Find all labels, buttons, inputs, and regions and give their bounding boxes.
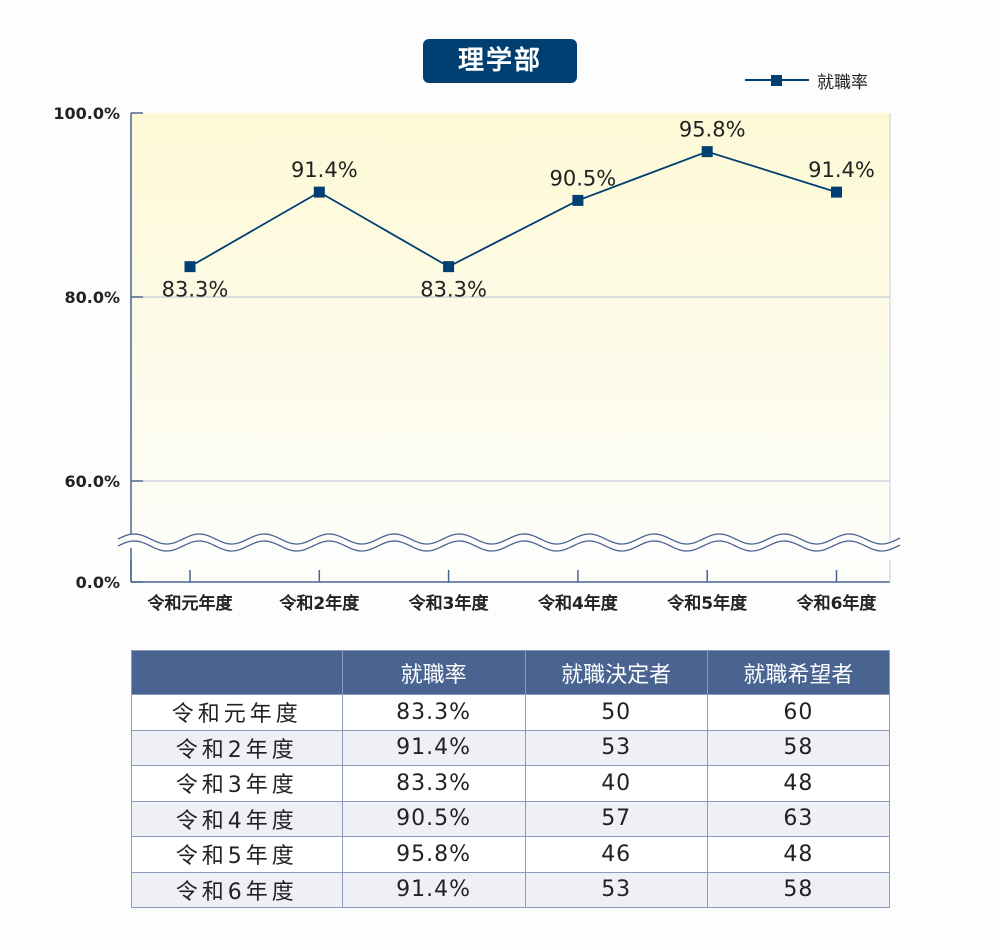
table-cell: 83.3% [341, 694, 526, 731]
column-header [131, 650, 343, 695]
table-cell: 令和4年度 [131, 800, 343, 837]
series-line [189, 150, 837, 268]
table-cell: 令和5年度 [131, 836, 343, 873]
x-tick-label: 令和2年度 [279, 593, 360, 614]
table-cell: 63 [706, 800, 891, 837]
legend: 就職率 [745, 68, 868, 93]
table-cell: 91.4% [341, 729, 526, 766]
table-cell: 令和3年度 [131, 765, 343, 802]
table-cell: 令和元年度 [131, 694, 343, 731]
table-cell: 83.3% [341, 765, 526, 802]
table-cell: 58 [706, 729, 891, 766]
y-tick-label: 80.0% [64, 288, 120, 307]
table-cell: 53 [524, 871, 708, 908]
data-label: 83.3% [162, 278, 229, 302]
legend-label: 就職率 [817, 72, 868, 93]
y-tick-label: 60.0% [64, 472, 120, 491]
data-point [443, 261, 455, 273]
x-tick-label: 令和6年度 [797, 593, 878, 614]
table-cell: 50 [524, 694, 708, 731]
table-row: 令和元年度 83.3% 50 60 [131, 694, 891, 731]
data-label: 83.3% [420, 278, 487, 302]
data-point [572, 194, 584, 206]
axis-break-wave [117, 540, 901, 552]
data-table: 就職率 就職決定者 就職希望者 令和元年度 83.3% 50 60 令和2年度 91.4% 53… [131, 650, 891, 908]
data-point [313, 186, 325, 198]
table-row: 令和5年度 95.8% 46 48 [131, 836, 891, 873]
x-tick-label: 令和3年度 [409, 593, 490, 614]
data-label: 95.8% [679, 118, 746, 142]
x-tick-label: 令和元年度 [148, 593, 234, 614]
table-row: 令和4年度 90.5% 57 63 [131, 800, 891, 837]
table-row: 令和3年度 83.3% 40 48 [131, 765, 891, 802]
table-cell: 57 [524, 800, 708, 837]
table-cell: 48 [706, 836, 891, 873]
column-header: 就職決定者 [524, 650, 708, 695]
table-cell: 令和6年度 [131, 871, 343, 908]
table-cell: 48 [706, 765, 891, 802]
table-cell: 53 [524, 729, 708, 766]
y-tick-label: 100.0% [53, 104, 120, 123]
table-cell: 46 [524, 836, 708, 873]
table-cell: 60 [706, 694, 891, 731]
legend-line-marker-icon [745, 75, 809, 86]
table-cell: 40 [524, 765, 708, 802]
data-label: 90.5% [550, 166, 617, 190]
chart-title: 理学部 [423, 39, 577, 83]
axis-break-wave [117, 533, 901, 545]
x-tick-label: 令和5年度 [667, 593, 748, 614]
column-header: 就職率 [341, 650, 526, 695]
x-tick-label: 令和4年度 [538, 593, 619, 614]
table-cell: 90.5% [341, 800, 526, 837]
data-point [701, 146, 713, 158]
y-tick-label: 0.0% [76, 573, 120, 592]
data-point [184, 261, 196, 273]
column-header: 就職希望者 [706, 650, 891, 695]
table-row: 令和6年度 91.4% 53 58 [131, 871, 891, 908]
data-label: 91.4% [291, 158, 358, 182]
table-cell: 令和2年度 [131, 729, 343, 766]
line-chart: 100.0% 80.0% 60.0% 0.0% 令和元年度 令和2年度 令和3年度 令和4年度… [53, 104, 901, 614]
data-point [831, 186, 842, 198]
table-cell: 95.8% [341, 836, 526, 873]
data-label: 91.4% [808, 158, 875, 182]
table-cell: 58 [706, 871, 891, 908]
table-cell: 91.4% [341, 871, 526, 908]
table-row: 令和2年度 91.4% 53 58 [131, 729, 891, 766]
plot-area [131, 113, 890, 582]
